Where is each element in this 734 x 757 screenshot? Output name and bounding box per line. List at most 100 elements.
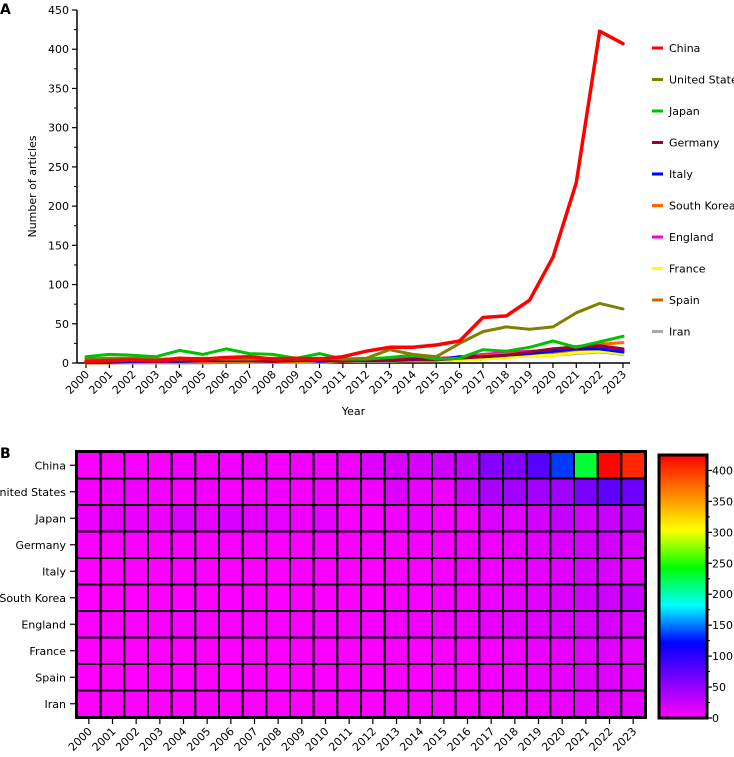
- heatmap-cell: [431, 504, 457, 533]
- heatmap-cell: [289, 663, 315, 692]
- heatmap-cell: [76, 451, 102, 480]
- series-line-germany: [84, 344, 625, 363]
- y-tick-label: 300: [48, 122, 69, 135]
- heatmap-cell: [241, 583, 268, 612]
- heatmap-cell: [573, 610, 599, 639]
- heatmap-cell: [336, 530, 363, 559]
- heatmap-cell: [525, 557, 552, 586]
- heatmap-cell: [147, 583, 173, 612]
- heatmap-cell: [123, 477, 150, 506]
- heatmap-cell: [502, 504, 528, 533]
- heatmap-cell: [620, 663, 646, 692]
- row-label: South Korea: [0, 592, 66, 605]
- y-tick-label: 150: [48, 239, 69, 252]
- heatmap-cell: [478, 610, 505, 639]
- y-tick-label: 450: [48, 4, 69, 17]
- heatmap-cell: [218, 504, 244, 533]
- heatmap-cell: [549, 610, 575, 639]
- heatmap-cell: [289, 689, 315, 718]
- row-label: Germany: [15, 539, 66, 552]
- col-label: 2008: [255, 725, 284, 754]
- heatmap-cell: [478, 663, 505, 692]
- col-label: 2014: [397, 725, 426, 754]
- heatmap-cell: [573, 557, 599, 586]
- heatmap-cell: [502, 583, 528, 612]
- heatmap-cell: [407, 610, 434, 639]
- heatmap-cell: [573, 477, 599, 506]
- x-tick-label: 2013: [367, 368, 396, 397]
- col-label: 2023: [610, 725, 639, 754]
- heatmap-cell: [194, 583, 220, 612]
- heatmap-cell: [241, 530, 268, 559]
- heatmap-cell: [194, 636, 220, 665]
- heatmap-cell: [431, 477, 457, 506]
- heatmap-cell: [76, 689, 102, 718]
- heatmap-cell: [170, 451, 197, 480]
- heatmap-cell: [76, 663, 102, 692]
- x-axis-title: Year: [341, 405, 366, 418]
- heatmap-cell: [76, 610, 102, 639]
- x-tick-label: 2018: [483, 368, 512, 397]
- heatmap-cell: [383, 557, 410, 586]
- heatmap-cell: [620, 504, 646, 533]
- col-label: 2015: [421, 725, 450, 754]
- heatmap-cell: [336, 477, 363, 506]
- heatmap-cell: [620, 610, 646, 639]
- heatmap-cell: [99, 557, 126, 586]
- heatmap-cell: [76, 583, 102, 612]
- heatmap-cell: [289, 636, 315, 665]
- heatmap-cell: [620, 689, 646, 718]
- heatmap-cell: [76, 530, 102, 559]
- heatmap-cell: [265, 689, 292, 718]
- heatmap-cell: [502, 636, 528, 665]
- panel-a-label: A: [0, 2, 11, 18]
- heatmap-cell: [99, 504, 126, 533]
- heatmap-cell: [265, 477, 292, 506]
- row-label: France: [29, 645, 66, 658]
- heatmap-cell: [147, 689, 173, 718]
- colorbar: [657, 453, 709, 720]
- heatmap-cell: [454, 477, 481, 506]
- x-tick-label: 2022: [577, 368, 606, 397]
- heatmap-cell: [336, 451, 363, 480]
- heatmap-cell: [407, 530, 434, 559]
- heatmap-cell: [478, 689, 505, 718]
- heatmap-cell: [289, 583, 315, 612]
- colorbar-tick-label: 200: [712, 588, 733, 601]
- heatmap-cell: [194, 557, 220, 586]
- heatmap-cell: [383, 636, 410, 665]
- heatmap-cell: [336, 504, 363, 533]
- heatmap-cell: [596, 477, 623, 506]
- heatmap-cell: [99, 477, 126, 506]
- col-label: 2017: [468, 725, 497, 754]
- row-label: Italy: [42, 565, 66, 578]
- heatmap-cell: [170, 636, 197, 665]
- heatmap-cell: [241, 689, 268, 718]
- x-tick-label: 2023: [600, 368, 629, 397]
- heatmap-cell: [596, 583, 623, 612]
- heatmap-cell: [289, 530, 315, 559]
- heatmap-cell: [454, 504, 481, 533]
- heatmap-cell: [99, 689, 126, 718]
- heatmap-cell: [478, 530, 505, 559]
- heatmap-cell: [265, 583, 292, 612]
- y-tick-label: 400: [48, 43, 69, 56]
- heatmap-cell: [360, 504, 386, 533]
- heatmap-cell: [218, 583, 244, 612]
- heatmap-cell: [99, 636, 126, 665]
- heatmap-cell: [170, 610, 197, 639]
- heatmap-cell: [596, 530, 623, 559]
- y-tick-label: 50: [55, 318, 69, 331]
- colorbar-tick-label: 0: [712, 712, 719, 725]
- heatmap-cell: [265, 610, 292, 639]
- heatmap-cell: [525, 610, 552, 639]
- col-label: 2021: [563, 725, 592, 754]
- heatmap-cell: [454, 636, 481, 665]
- heatmap-cell: [147, 451, 173, 480]
- heatmap-cell: [525, 504, 552, 533]
- heatmap-cell: [454, 557, 481, 586]
- heatmap-cell: [194, 504, 220, 533]
- heatmap-cell: [241, 663, 268, 692]
- heatmap-cell: [383, 663, 410, 692]
- x-tick-label: 2011: [320, 368, 349, 397]
